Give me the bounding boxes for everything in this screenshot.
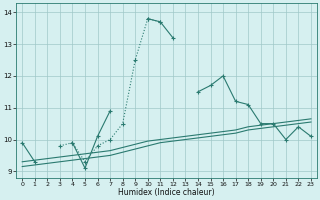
X-axis label: Humidex (Indice chaleur): Humidex (Indice chaleur)	[118, 188, 215, 197]
